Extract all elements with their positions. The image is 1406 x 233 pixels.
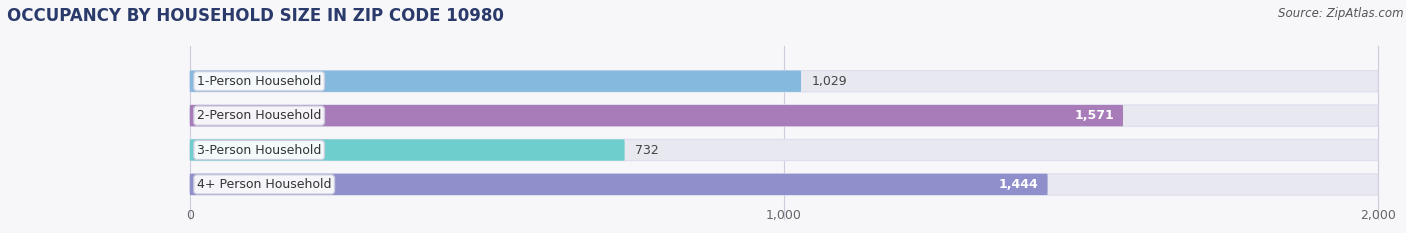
- FancyBboxPatch shape: [190, 105, 1378, 126]
- Text: 1,571: 1,571: [1074, 109, 1114, 122]
- Text: OCCUPANCY BY HOUSEHOLD SIZE IN ZIP CODE 10980: OCCUPANCY BY HOUSEHOLD SIZE IN ZIP CODE …: [7, 7, 503, 25]
- Text: 2-Person Household: 2-Person Household: [197, 109, 322, 122]
- FancyBboxPatch shape: [190, 174, 1378, 195]
- FancyBboxPatch shape: [190, 139, 1378, 161]
- Text: 732: 732: [636, 144, 659, 157]
- FancyBboxPatch shape: [190, 105, 1123, 126]
- FancyBboxPatch shape: [190, 71, 1378, 92]
- FancyBboxPatch shape: [190, 139, 624, 161]
- FancyBboxPatch shape: [190, 71, 801, 92]
- FancyBboxPatch shape: [190, 174, 1047, 195]
- Text: 3-Person Household: 3-Person Household: [197, 144, 322, 157]
- Text: 4+ Person Household: 4+ Person Household: [197, 178, 332, 191]
- Text: 1,029: 1,029: [811, 75, 848, 88]
- Text: Source: ZipAtlas.com: Source: ZipAtlas.com: [1278, 7, 1403, 20]
- Text: 1-Person Household: 1-Person Household: [197, 75, 322, 88]
- Text: 1,444: 1,444: [998, 178, 1039, 191]
